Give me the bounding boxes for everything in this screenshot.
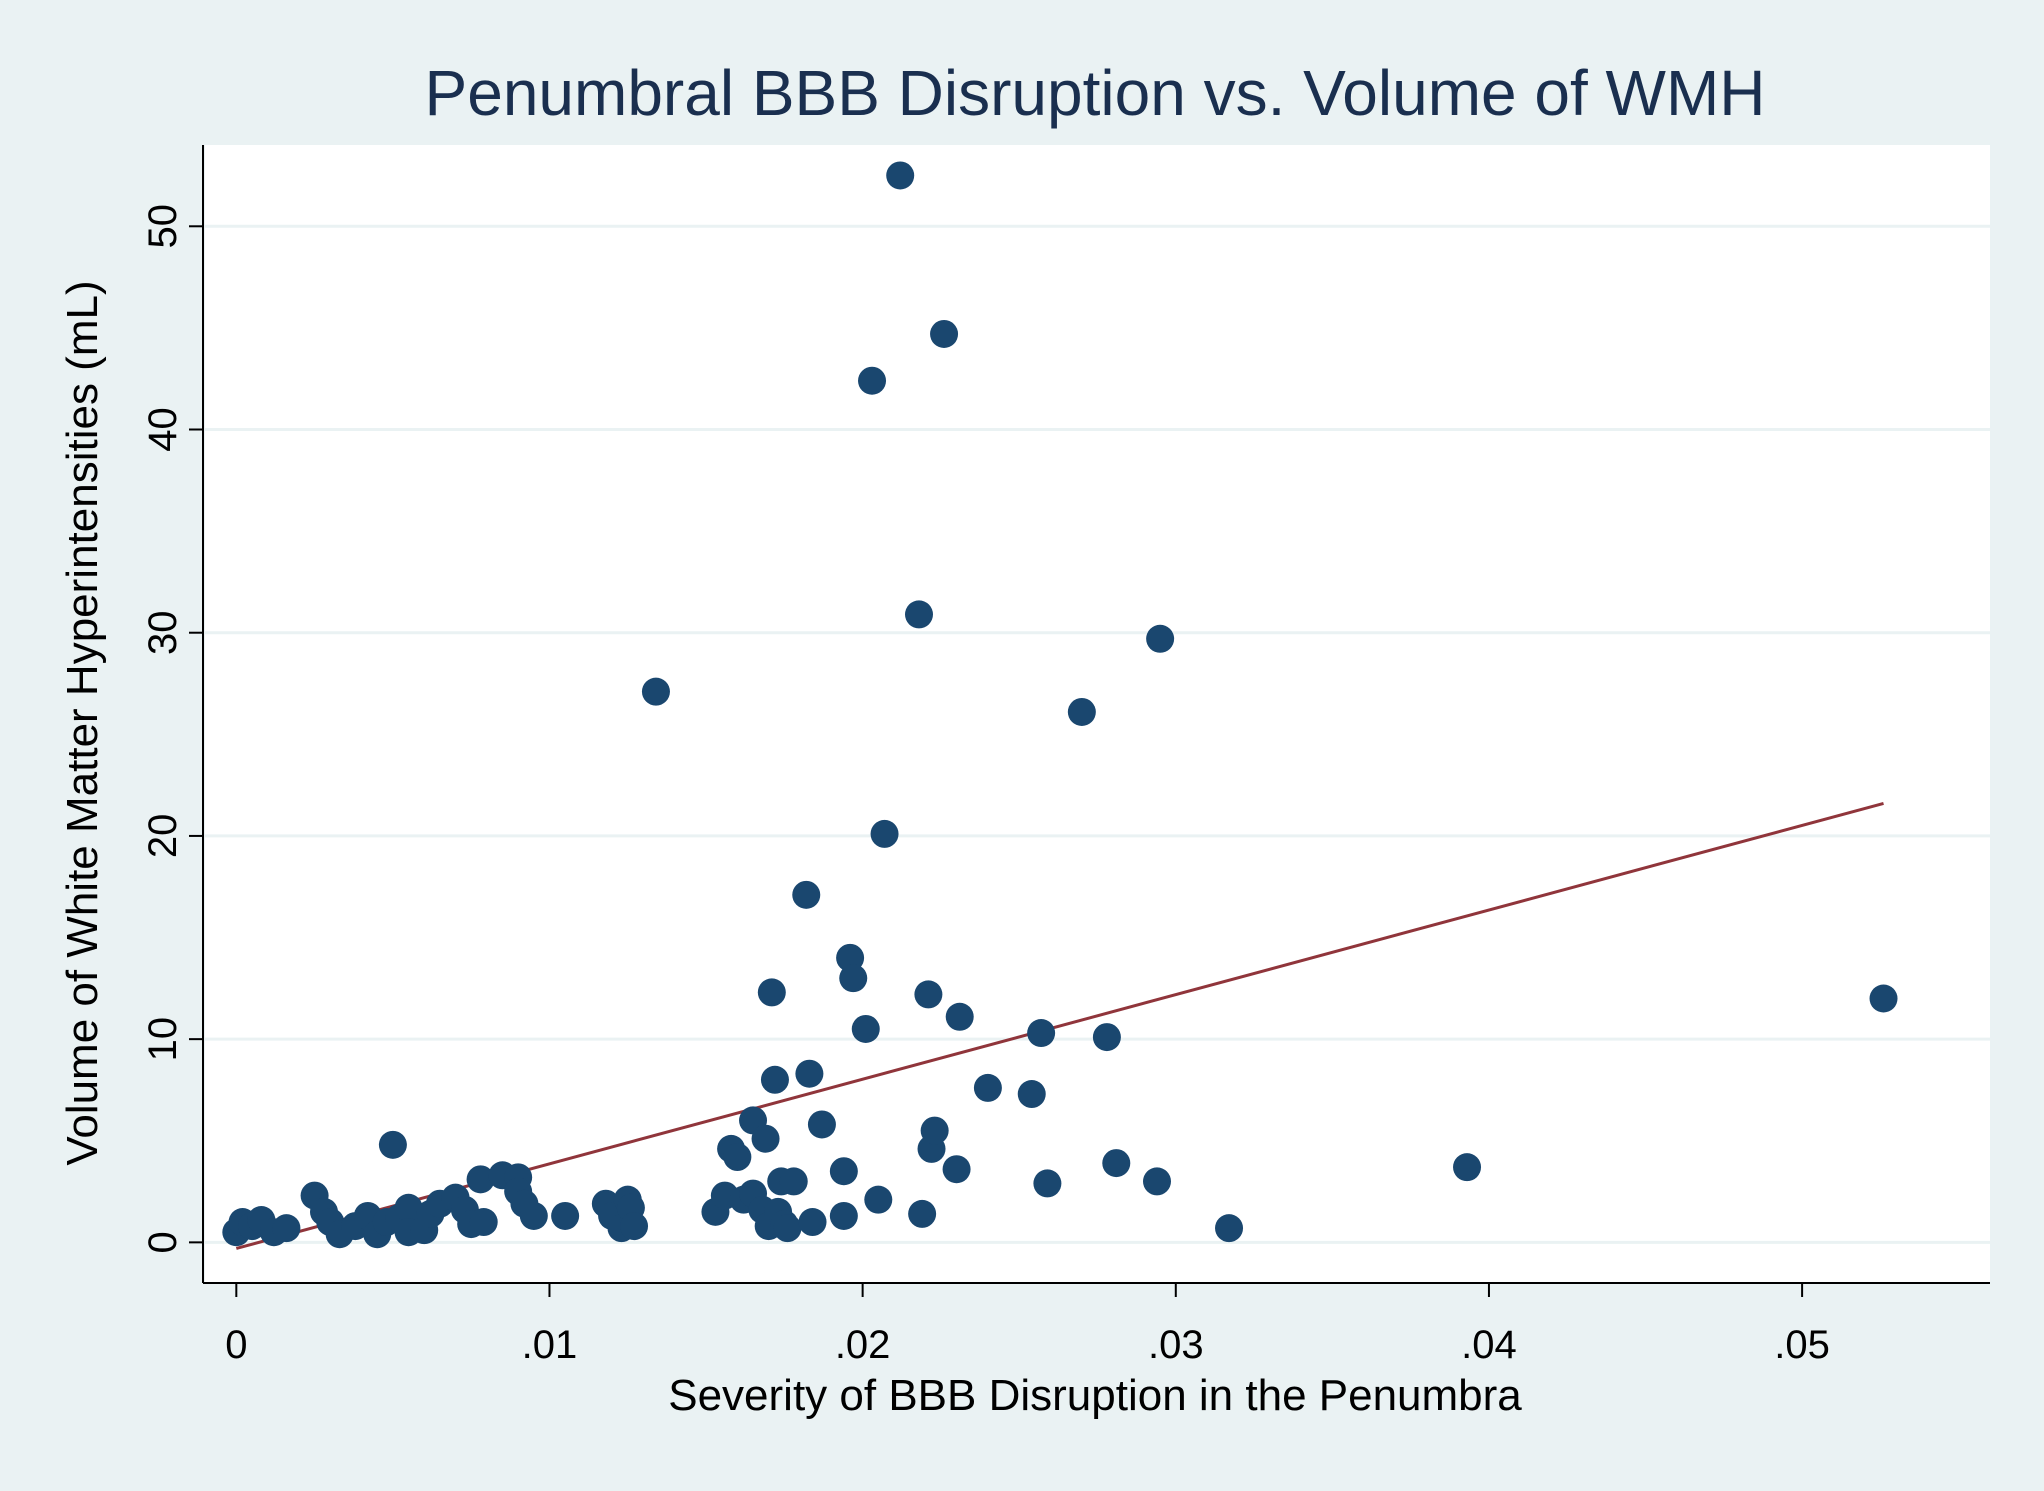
data-point bbox=[886, 161, 915, 190]
data-point bbox=[519, 1201, 548, 1230]
x-tick-label: .05 bbox=[1774, 1323, 1830, 1367]
x-tick-label: .02 bbox=[835, 1323, 891, 1367]
data-point bbox=[469, 1208, 498, 1237]
data-point bbox=[829, 1157, 858, 1186]
data-point bbox=[1017, 1080, 1046, 1109]
data-point bbox=[792, 880, 821, 909]
plot-area bbox=[205, 145, 1990, 1283]
data-point bbox=[973, 1073, 1002, 1102]
x-axis-label: Severity of BBB Disruption in the Penumb… bbox=[668, 1371, 1522, 1420]
y-tick-label: 10 bbox=[141, 1017, 185, 1062]
data-point bbox=[773, 1214, 802, 1243]
x-tick-label: 0 bbox=[225, 1323, 247, 1367]
y-axis-ticks: 0 10 20 30 40 50 bbox=[141, 204, 203, 1253]
data-point bbox=[1033, 1169, 1062, 1198]
data-point bbox=[807, 1110, 836, 1139]
y-tick-label: 0 bbox=[141, 1231, 185, 1253]
data-point bbox=[378, 1130, 407, 1159]
data-point bbox=[620, 1212, 649, 1241]
data-point bbox=[1453, 1153, 1482, 1182]
x-tick-label: .01 bbox=[522, 1323, 578, 1367]
data-point bbox=[1215, 1214, 1244, 1243]
y-tick-label: 40 bbox=[141, 407, 185, 452]
data-point bbox=[942, 1155, 971, 1184]
data-points bbox=[222, 161, 1898, 1249]
data-point bbox=[1869, 984, 1898, 1013]
y-tick-label: 50 bbox=[141, 204, 185, 249]
x-tick-label: .03 bbox=[1148, 1323, 1204, 1367]
data-point bbox=[760, 1065, 789, 1094]
data-point bbox=[757, 978, 786, 1007]
data-point bbox=[1146, 624, 1175, 653]
data-point bbox=[945, 1002, 974, 1031]
data-point bbox=[839, 964, 868, 993]
data-point bbox=[930, 319, 959, 348]
data-point bbox=[1143, 1167, 1171, 1196]
data-point bbox=[723, 1143, 752, 1172]
y-tick-label: 30 bbox=[141, 610, 185, 655]
data-point bbox=[858, 366, 887, 395]
data-point bbox=[864, 1185, 893, 1214]
data-point bbox=[272, 1214, 301, 1243]
data-point bbox=[779, 1167, 808, 1196]
data-point bbox=[1027, 1019, 1056, 1048]
y-tick-label: 20 bbox=[141, 814, 185, 859]
data-point bbox=[905, 600, 933, 629]
data-point bbox=[551, 1201, 580, 1230]
chart-title: Penumbral BBB Disruption vs. Volume of W… bbox=[425, 57, 1766, 129]
data-point bbox=[394, 1193, 423, 1222]
data-point bbox=[1092, 1023, 1121, 1052]
data-point bbox=[908, 1199, 937, 1228]
data-point bbox=[641, 677, 670, 706]
data-point bbox=[795, 1059, 824, 1088]
data-point bbox=[870, 819, 899, 848]
x-tick-label: .04 bbox=[1461, 1323, 1517, 1367]
data-point bbox=[829, 1201, 858, 1230]
data-point bbox=[751, 1124, 780, 1153]
data-point bbox=[851, 1014, 880, 1043]
data-point bbox=[1102, 1149, 1131, 1178]
data-point bbox=[466, 1165, 495, 1194]
data-point bbox=[798, 1208, 827, 1237]
x-axis-ticks: 0 .01 .02 .03 .04 .05 bbox=[225, 1283, 1830, 1367]
data-point bbox=[920, 1116, 949, 1145]
y-axis-label: Volume of White Matter Hyperintensities … bbox=[58, 280, 107, 1165]
data-point bbox=[1067, 697, 1096, 726]
data-point bbox=[914, 980, 943, 1009]
